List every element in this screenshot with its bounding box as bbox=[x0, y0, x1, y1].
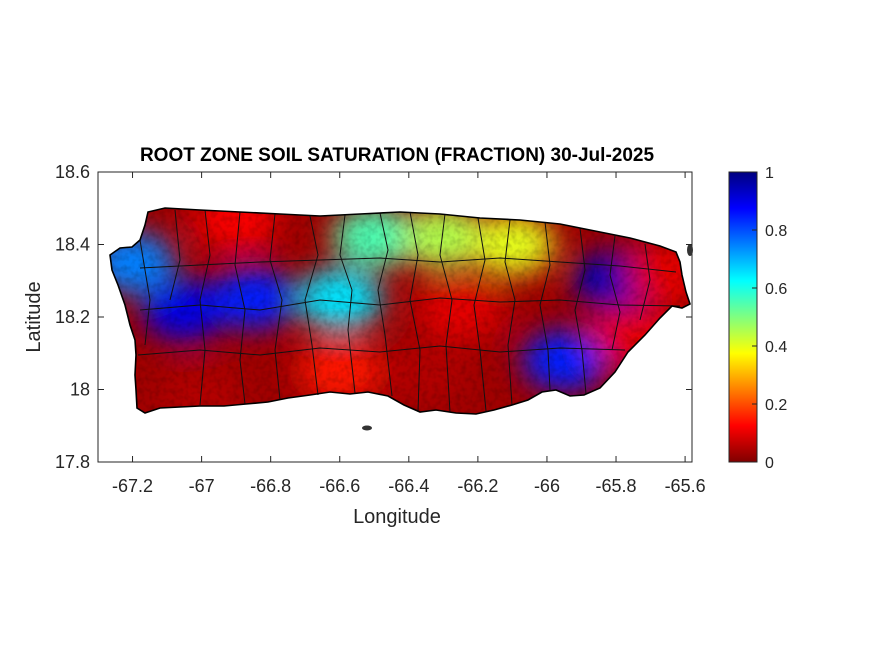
municipal-boundary bbox=[409, 211, 421, 413]
municipal-boundaries bbox=[137, 209, 681, 413]
municipal-boundary bbox=[504, 219, 516, 406]
municipal-boundary bbox=[304, 215, 319, 396]
x-axis-label: Longitude bbox=[353, 506, 441, 528]
municipal-boundary bbox=[439, 213, 453, 413]
colorbar-tick-label: 0.8 bbox=[765, 223, 787, 240]
y-axis: 18.6 18.4 18.2 18 17.8 bbox=[55, 162, 692, 472]
x-tick-label: -66.4 bbox=[388, 476, 429, 496]
municipal-boundary bbox=[139, 239, 151, 346]
municipal-boundary bbox=[269, 213, 283, 401]
colorbar: 1 0.8 0.6 0.4 0.2 0 bbox=[728, 165, 787, 472]
municipal-boundary bbox=[234, 211, 246, 405]
coastline bbox=[109, 207, 691, 415]
x-tick-label: -66.6 bbox=[319, 476, 360, 496]
x-tick-label: -66.2 bbox=[457, 476, 498, 496]
colorbar-tick-label: 0 bbox=[765, 455, 774, 472]
y-tick-label: 18.6 bbox=[55, 162, 90, 182]
municipal-boundary bbox=[199, 209, 211, 406]
y-axis-label: Latitude bbox=[23, 281, 45, 352]
colorbar-tick-label: 0.6 bbox=[765, 281, 787, 298]
municipal-boundary bbox=[377, 212, 393, 397]
y-tick-label: 18.4 bbox=[55, 235, 90, 255]
colorbar-ticks: 1 0.8 0.6 0.4 0.2 0 bbox=[752, 165, 787, 472]
municipal-boundary bbox=[574, 227, 587, 395]
x-tick-label: -66.8 bbox=[250, 476, 291, 496]
municipal-boundary bbox=[169, 209, 181, 301]
colorbar-gradient bbox=[728, 171, 758, 463]
municipal-boundary bbox=[137, 345, 626, 356]
municipal-boundary bbox=[339, 214, 356, 394]
municipal-boundary bbox=[473, 217, 487, 412]
x-tick-label: -65.8 bbox=[596, 476, 637, 496]
x-tick-label: -67.2 bbox=[112, 476, 153, 496]
municipal-boundary bbox=[139, 257, 677, 273]
offshore-island bbox=[362, 425, 372, 431]
x-tick-label: -65.6 bbox=[665, 476, 706, 496]
y-tick-label: 17.8 bbox=[55, 452, 90, 472]
municipal-boundary bbox=[609, 235, 621, 351]
chart-title: ROOT ZONE SOIL SATURATION (FRACTION) 30-… bbox=[140, 145, 655, 166]
x-tick-label: -67 bbox=[189, 476, 215, 496]
colorbar-tick-label: 0.4 bbox=[765, 339, 787, 356]
municipal-boundary bbox=[139, 297, 681, 311]
x-tick-label: -66 bbox=[534, 476, 560, 496]
colorbar-tick-label: 0.2 bbox=[765, 397, 787, 414]
y-tick-label: 18 bbox=[70, 380, 90, 400]
municipal-boundary bbox=[639, 243, 651, 321]
y-tick-label: 18.2 bbox=[55, 307, 90, 327]
municipal-boundary bbox=[539, 221, 551, 391]
offshore-island bbox=[687, 244, 693, 256]
colorbar-tick-label: 1 bbox=[765, 165, 774, 182]
map-speckle bbox=[110, 208, 690, 414]
x-axis: -67.2 -67 -66.8 -66.6 -66.4 -66.2 -66 -65.8 -65.… bbox=[112, 172, 706, 496]
